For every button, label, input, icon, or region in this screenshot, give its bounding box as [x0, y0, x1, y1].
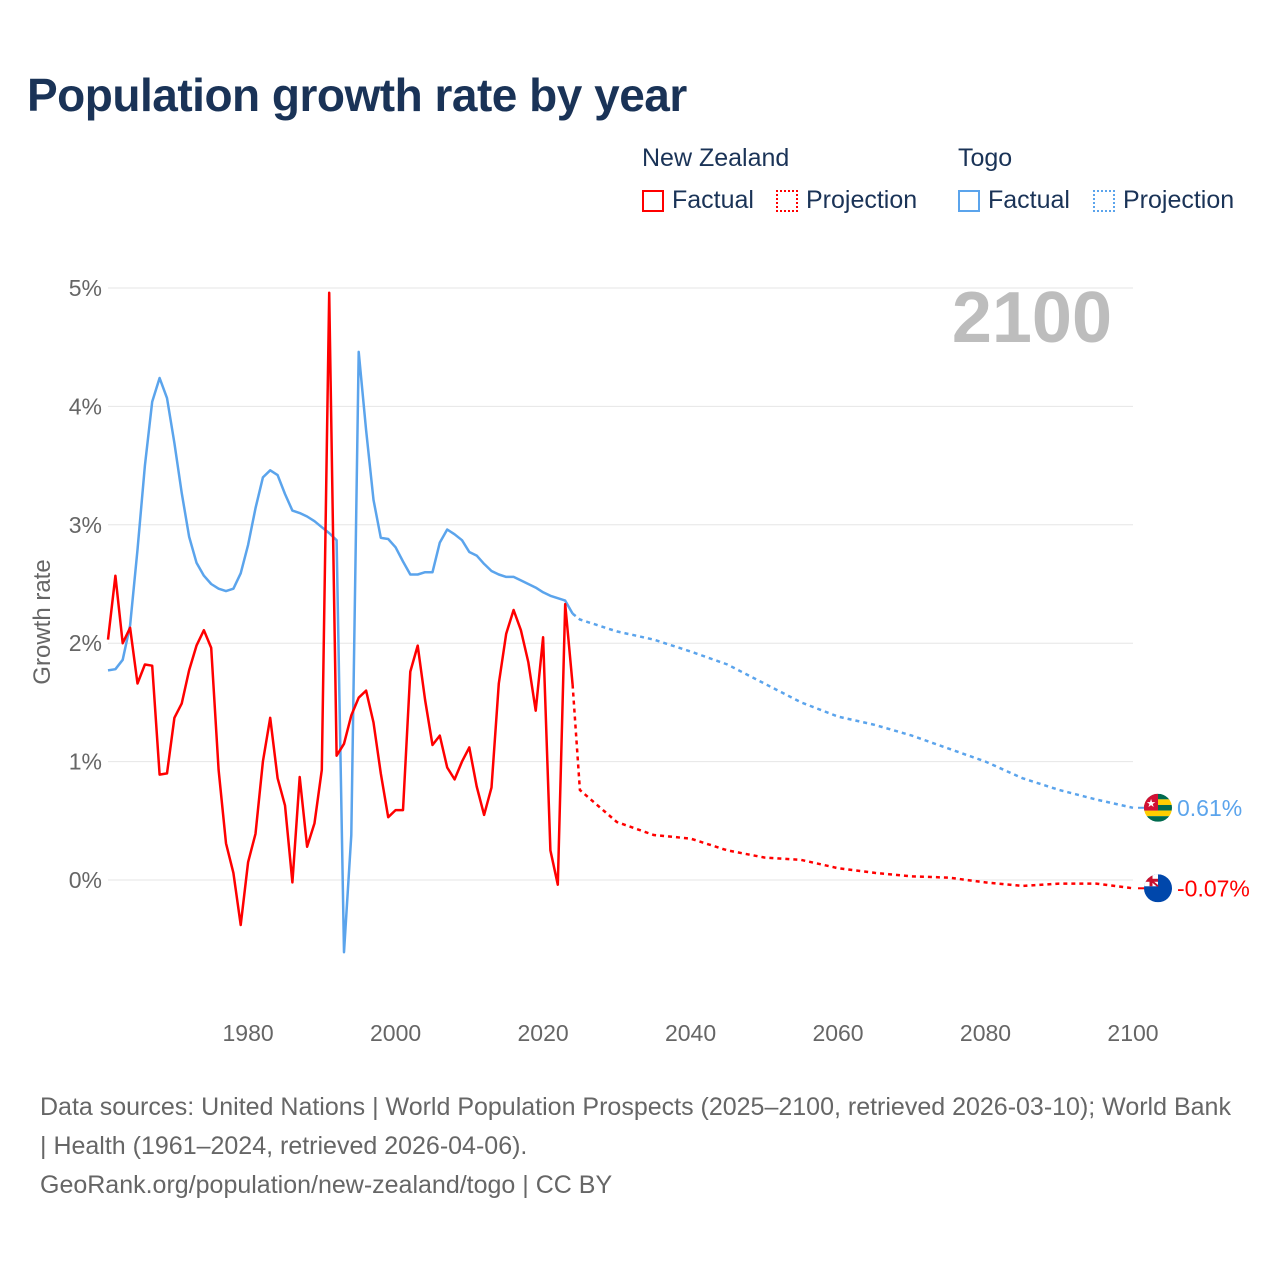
- x-tick-label: 1980: [223, 1020, 274, 1046]
- x-tick-label: 2080: [960, 1020, 1011, 1046]
- legend-label: Projection: [1123, 186, 1235, 214]
- year-overlay: 2100: [952, 278, 1112, 358]
- togo-factual-line: [107, 350, 574, 954]
- chart-plot: 2100 0% 1% 2% 3% 4% 5% 1980 2000 2020 2040 2060 208…: [29, 275, 1250, 1046]
- y-tick-label: 4%: [69, 393, 102, 419]
- y-tick-label: 1%: [69, 749, 102, 775]
- flag-stripe: [1144, 816, 1172, 822]
- legend-swatch-solid: [642, 189, 664, 212]
- legend-group-new-zealand: New Zealand: [642, 144, 790, 172]
- flag-body: ★: [1144, 793, 1172, 822]
- legend-item-togo-factual[interactable]: Factual: [958, 186, 1070, 215]
- legend-swatch-dotted: [1093, 189, 1115, 212]
- x-tick-label: 2100: [1107, 1020, 1158, 1046]
- legend-swatch-dotted: [776, 189, 798, 212]
- y-tick-label: 0%: [69, 867, 102, 893]
- legend-swatch-solid: [958, 189, 980, 212]
- new-zealand-end-label: -0.07%: [1177, 875, 1250, 901]
- y-tick-label: 5%: [69, 275, 102, 301]
- legend-label: Projection: [806, 186, 918, 214]
- new-zealand-flag-icon: [1144, 874, 1172, 903]
- flag-body: [1144, 874, 1172, 903]
- x-tick-label: 2060: [812, 1020, 863, 1046]
- star-icon: ★: [1146, 798, 1156, 810]
- flag-stripe: [1144, 810, 1172, 817]
- y-tick-label: 3%: [69, 512, 102, 538]
- x-tick-label: 2040: [665, 1020, 716, 1046]
- x-tick-label: 2000: [370, 1020, 421, 1046]
- data-sources: Data sources: United Nations | World Pop…: [40, 1093, 1231, 1160]
- y-axis-label: Growth rate: [29, 559, 56, 684]
- new-zealand-projection-line: [571, 684, 1134, 890]
- togo-end-label: 0.61%: [1177, 795, 1242, 821]
- legend-group-togo: Togo: [958, 144, 1013, 172]
- legend-item-nz-factual[interactable]: Factual: [642, 186, 754, 215]
- x-tick-label: 2020: [517, 1020, 568, 1046]
- footer: Data sources: United Nations | World Pop…: [40, 1088, 1240, 1205]
- flag-cross: [1144, 878, 1158, 882]
- legend-item-nz-projection[interactable]: Projection: [776, 186, 917, 215]
- legend-label: Factual: [988, 186, 1070, 214]
- new-zealand-factual-line: [106, 291, 574, 927]
- y-tick-label: 2%: [69, 630, 102, 656]
- legend-label: Factual: [672, 186, 754, 214]
- togo-flag-icon: ★: [1144, 793, 1172, 822]
- credit-link[interactable]: GeoRank.org/population/new-zealand/togo …: [40, 1171, 613, 1199]
- togo-projection-line: [571, 612, 1134, 810]
- chart-title: Population growth rate by year: [27, 69, 687, 121]
- legend-item-togo-projection[interactable]: Projection: [1093, 186, 1234, 215]
